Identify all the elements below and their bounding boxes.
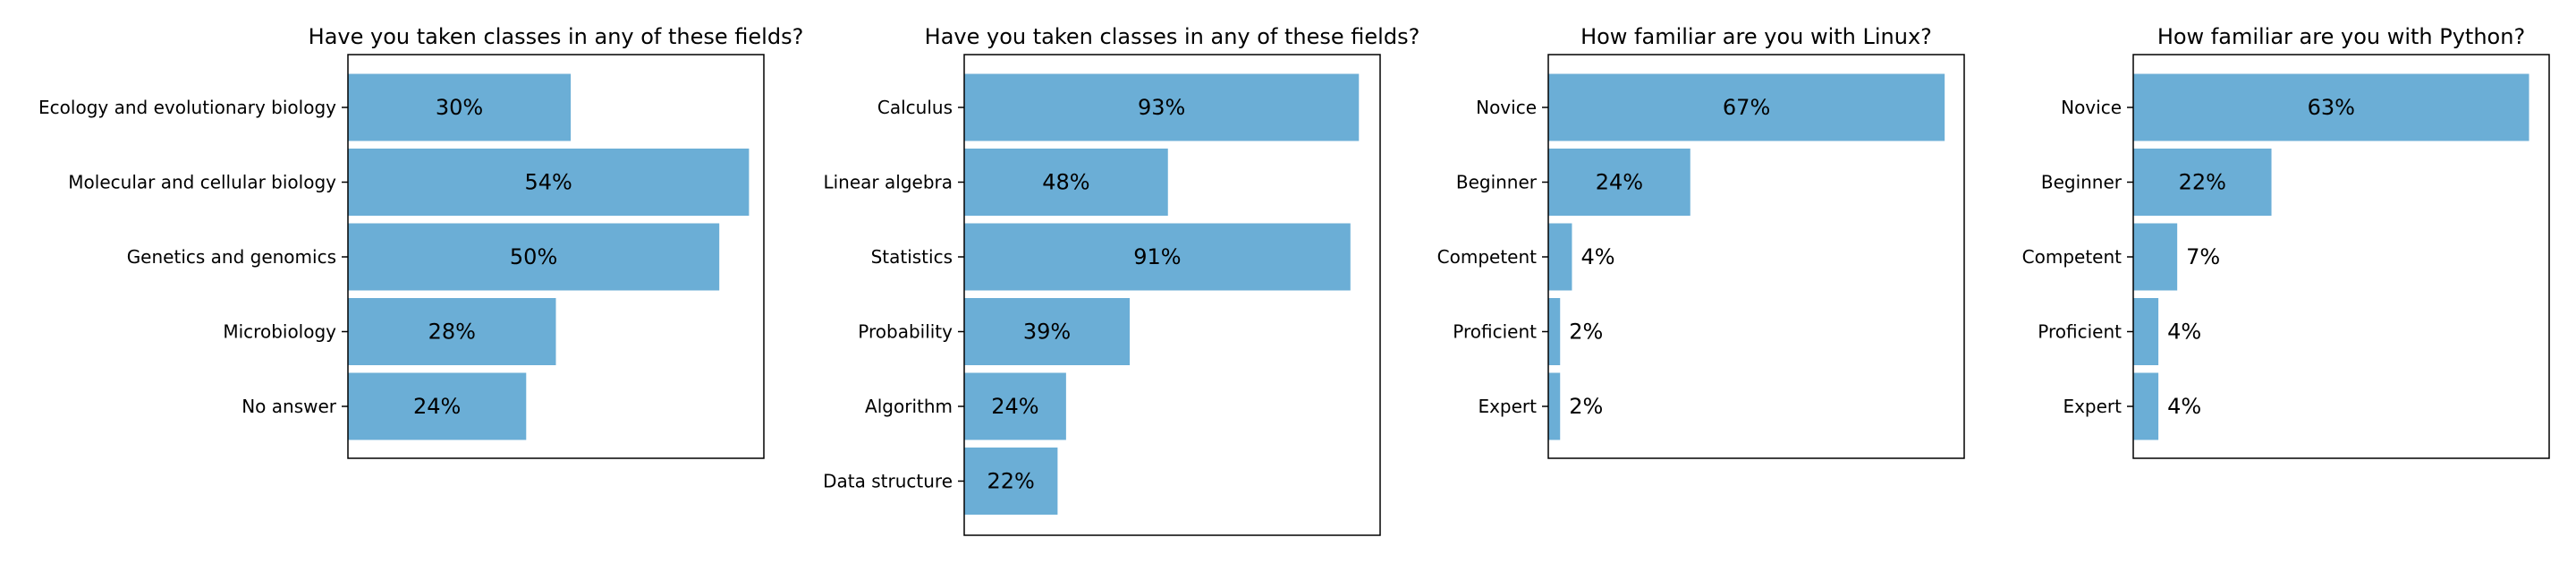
data-label: 2% xyxy=(1569,394,1603,419)
data-label: 22% xyxy=(2179,170,2226,195)
bar-3 xyxy=(348,223,720,291)
data-label: 67% xyxy=(1723,95,1770,120)
chart-title: Have you taken classes in any of these f… xyxy=(925,24,1420,49)
y-tick-label: Statistics xyxy=(871,246,953,268)
bar-1 xyxy=(348,73,572,141)
data-label: 24% xyxy=(413,394,461,419)
data-label: 93% xyxy=(1138,95,1185,120)
data-label: 63% xyxy=(2308,95,2355,120)
data-label: 4% xyxy=(2167,394,2201,419)
chart-panel-1: Have you taken classes in any of these f… xyxy=(38,24,804,459)
data-label: 22% xyxy=(987,469,1035,494)
data-label: 4% xyxy=(2167,320,2201,345)
y-tick-label: Beginner xyxy=(2041,172,2123,193)
data-label: 50% xyxy=(510,244,557,269)
bar-3 xyxy=(2133,223,2178,291)
data-label: 4% xyxy=(1580,244,1614,269)
data-label: 7% xyxy=(2186,244,2220,269)
bar-3 xyxy=(1548,223,1572,291)
y-tick-label: Proficient xyxy=(2038,321,2122,343)
axes-frame xyxy=(963,54,1381,536)
y-tick-label: Expert xyxy=(1478,396,1537,417)
data-label: 28% xyxy=(428,320,476,345)
bar-1 xyxy=(1548,73,1945,141)
bar-5 xyxy=(348,372,527,440)
y-tick-label: Calculus xyxy=(877,97,953,118)
y-tick-label: Competent xyxy=(2022,246,2123,268)
y-tick-label: Molecular and cellular biology xyxy=(68,172,336,193)
bar-5 xyxy=(1548,372,1561,440)
data-label: 48% xyxy=(1042,170,1089,195)
data-label: 24% xyxy=(991,394,1038,419)
bar-4 xyxy=(2133,298,2159,365)
chart-panel-2: Have you taken classes in any of these f… xyxy=(823,24,1420,536)
y-tick-label: Genetics and genomics xyxy=(127,246,336,268)
y-tick-label: Proficient xyxy=(1453,321,1537,343)
data-label: 91% xyxy=(1133,244,1181,269)
bar-4 xyxy=(1548,298,1561,365)
bar-4 xyxy=(348,298,556,365)
chart-title: Have you taken classes in any of these f… xyxy=(309,24,804,49)
bar-4 xyxy=(964,298,1131,365)
bar-6 xyxy=(964,448,1058,515)
axes-frame xyxy=(347,54,765,459)
axes-frame xyxy=(2132,54,2550,459)
y-tick-label: Ecology and evolutionary biology xyxy=(38,97,336,118)
bar-5 xyxy=(2133,372,2159,440)
y-tick-label: Algorithm xyxy=(865,396,953,417)
chart-panel-3: How familiar are you with Linux? Novice 67… xyxy=(1437,24,1965,459)
chart-title: How familiar are you with Linux? xyxy=(1580,24,1932,49)
bar-3 xyxy=(964,223,1351,291)
y-tick-label: Novice xyxy=(2061,97,2122,118)
chart-panel-4: How familiar are you with Python? Novice 6… xyxy=(2022,24,2550,459)
bar-2 xyxy=(1548,149,1690,216)
y-tick-label: No answer xyxy=(242,396,337,417)
data-label: 54% xyxy=(525,170,572,195)
bar-1 xyxy=(2133,73,2529,141)
y-tick-label: Linear algebra xyxy=(823,172,953,193)
y-tick-label: Expert xyxy=(2063,396,2122,417)
y-tick-label: Data structure xyxy=(823,471,953,492)
data-label: 39% xyxy=(1023,320,1071,345)
bar-1 xyxy=(964,73,1360,141)
chart-title: How familiar are you with Python? xyxy=(2157,24,2525,49)
data-label: 24% xyxy=(1596,170,1643,195)
y-tick-label: Beginner xyxy=(1456,172,1538,193)
y-tick-label: Probability xyxy=(858,321,953,343)
bar-2 xyxy=(964,149,1168,216)
axes-frame xyxy=(1547,54,1965,459)
bar-2 xyxy=(2133,149,2272,216)
y-tick-label: Microbiology xyxy=(223,321,336,343)
data-label: 2% xyxy=(1569,320,1603,345)
y-tick-label: Competent xyxy=(1437,246,1538,268)
data-label: 30% xyxy=(436,95,483,120)
bar-5 xyxy=(964,372,1066,440)
y-tick-label: Novice xyxy=(1476,97,1537,118)
bar-2 xyxy=(348,149,750,216)
